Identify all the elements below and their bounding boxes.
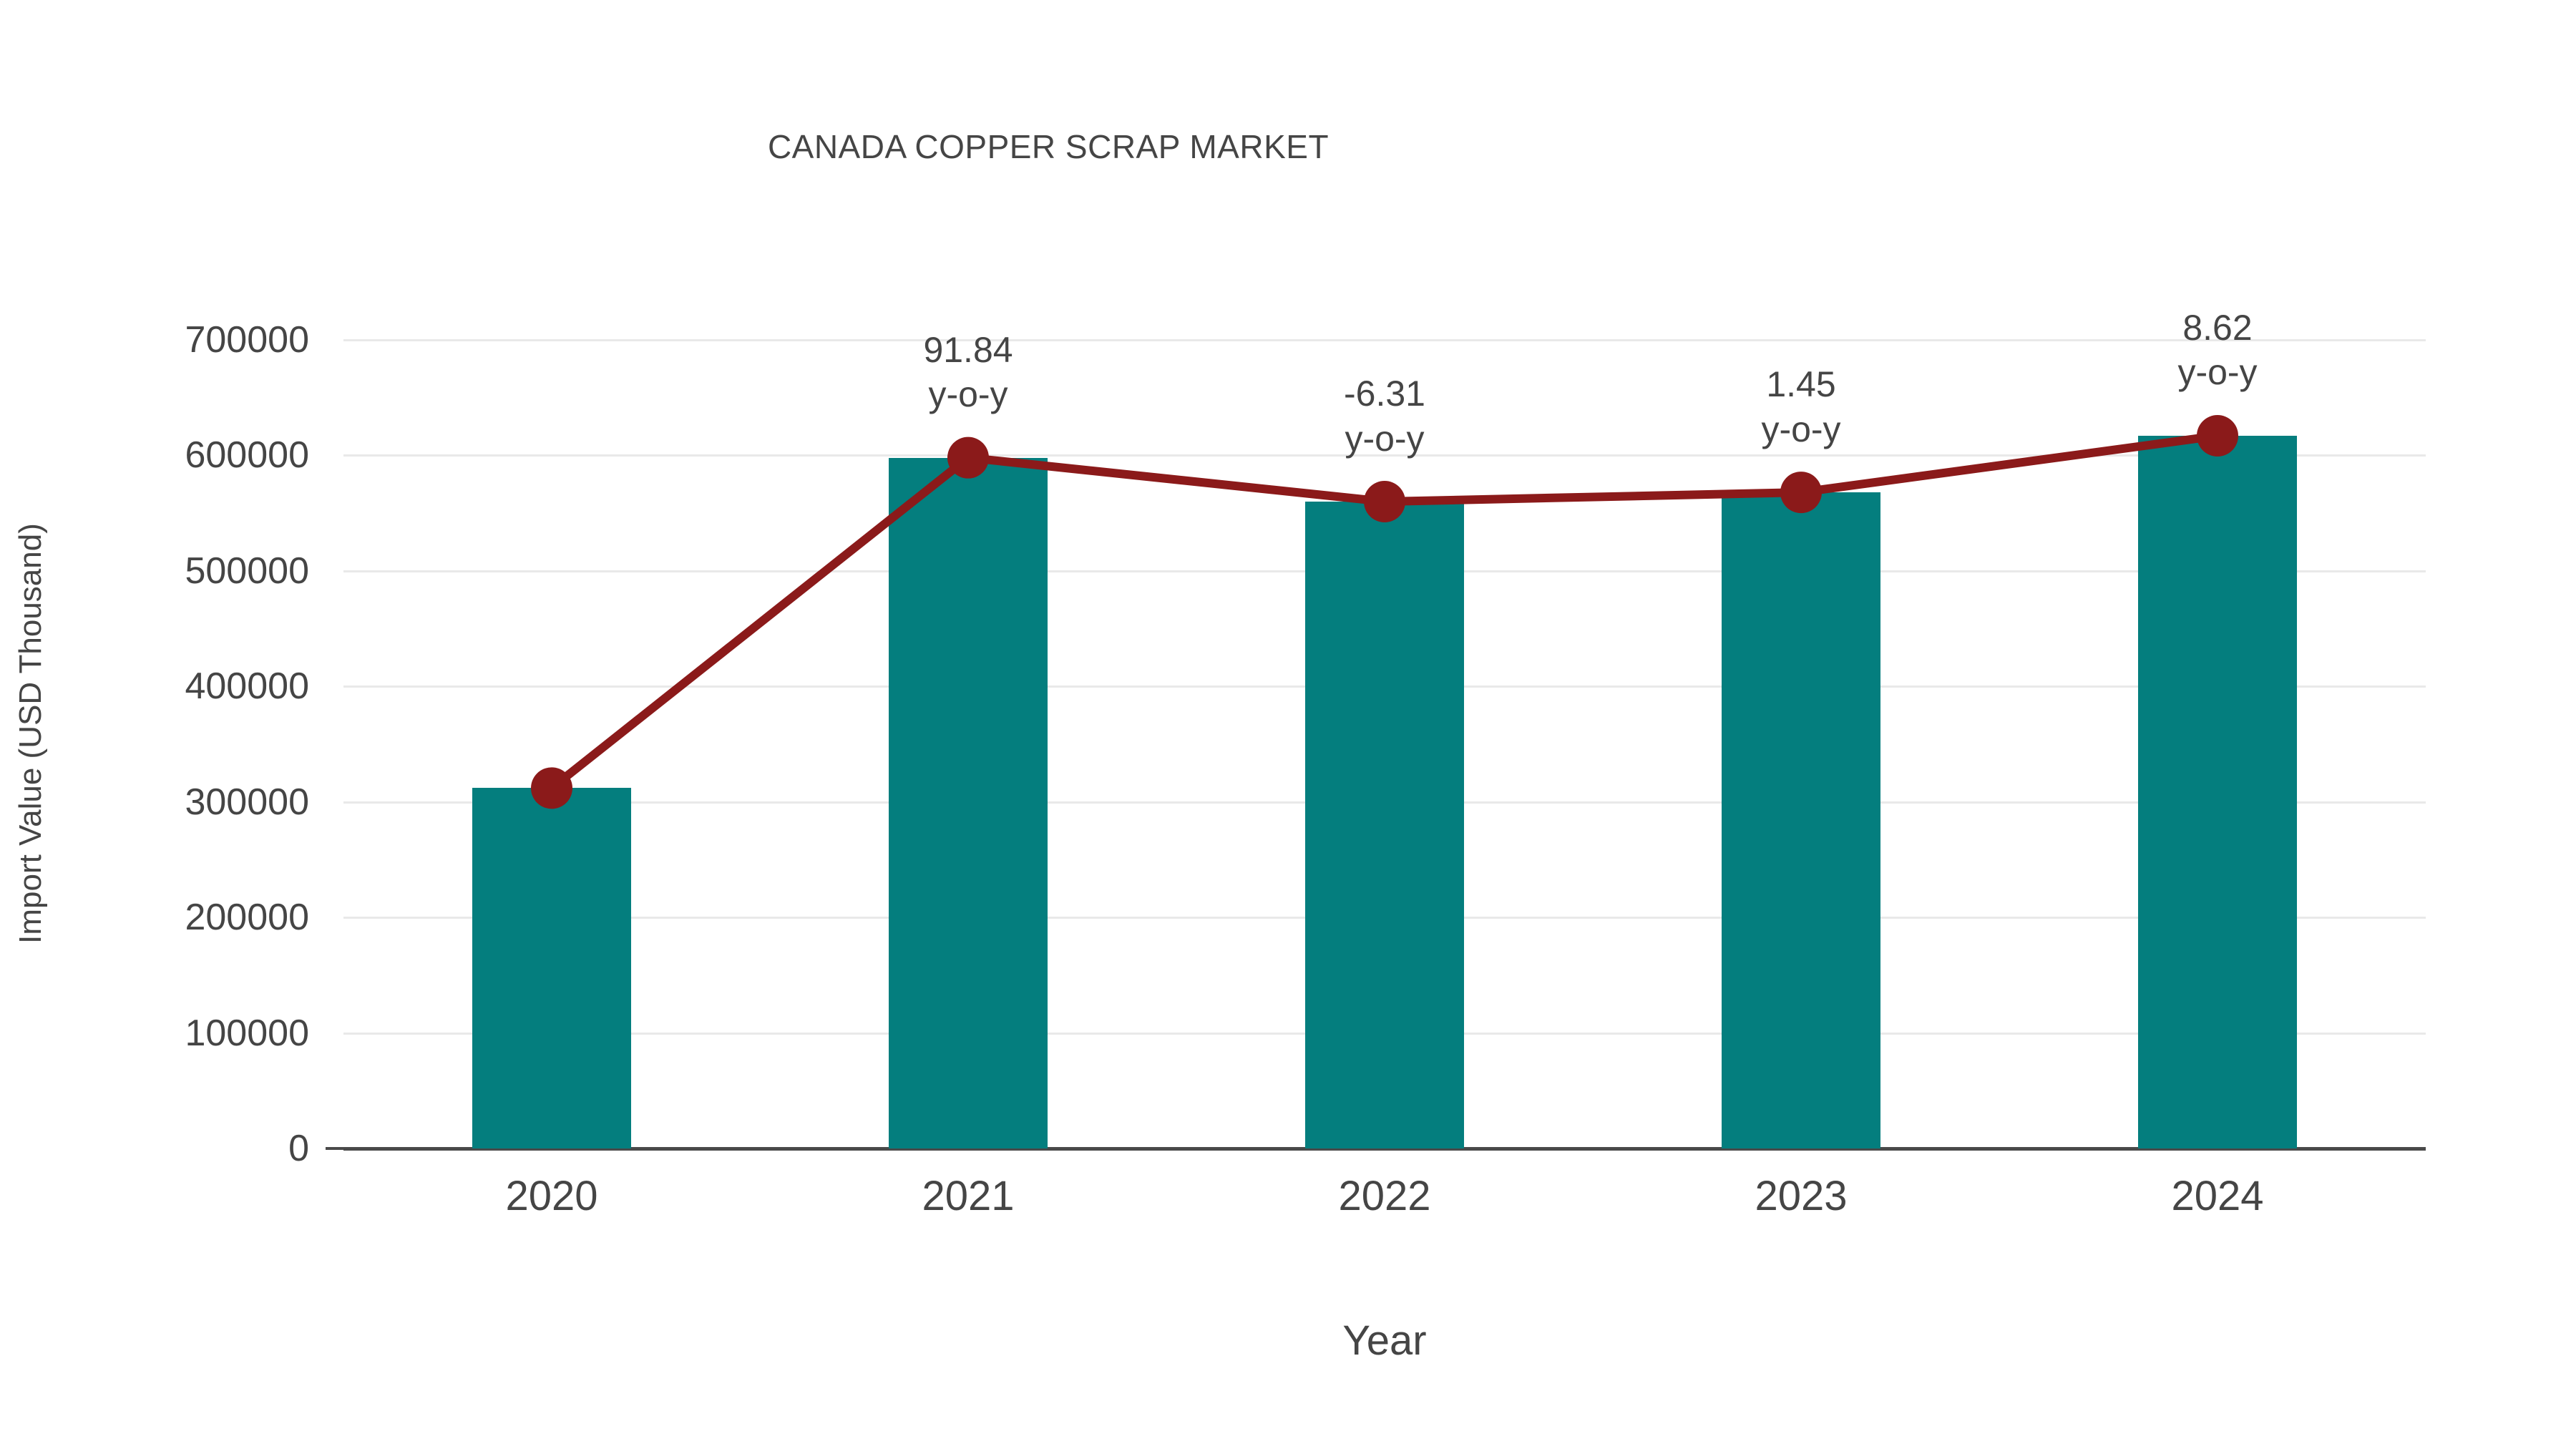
bar[interactable] <box>1721 492 1881 1148</box>
x-axis-tick-label[interactable]: 2024 <box>2171 1173 2264 1219</box>
y-axis-tick-label: 500000 <box>185 550 309 592</box>
x-axis-tick-label[interactable]: 2022 <box>1338 1173 1431 1219</box>
gridline <box>343 339 2426 341</box>
bar-data-label-unit: y-o-y <box>2177 352 2258 393</box>
bar-data-label-value: 1.45 <box>1766 364 1836 405</box>
y-axis-tick-label: 600000 <box>185 434 309 477</box>
bar-data-label-unit: y-o-y <box>1345 418 1425 459</box>
bar-data-label-value: 91.84 <box>923 329 1013 370</box>
bar-data-label-unit: y-o-y <box>1761 409 1841 449</box>
x-axis-tick-label[interactable]: 2023 <box>1755 1173 1848 1219</box>
bar[interactable] <box>2137 435 2298 1148</box>
bar-data-label-unit: y-o-y <box>928 374 1008 415</box>
x-axis-tick-label[interactable]: 2020 <box>505 1173 598 1219</box>
y-axis-tick-label: 300000 <box>185 781 309 823</box>
y-axis-tick-label: 100000 <box>185 1012 309 1054</box>
x-axis-title: Year <box>1342 1317 1427 1364</box>
y-axis-tick-label: 700000 <box>185 319 309 361</box>
bar[interactable] <box>888 457 1048 1148</box>
bar-data-label: 1.45 y-o-y <box>1593 362 2009 452</box>
x-axis-line-stub <box>326 1147 347 1150</box>
chart-title: CANADA COPPER SCRAP MARKET <box>0 127 2576 166</box>
bar-data-label-value: 8.62 <box>2182 307 2253 348</box>
x-axis-line <box>343 1147 2426 1151</box>
bar[interactable] <box>472 788 632 1148</box>
bar-data-label: 91.84 y-o-y <box>760 328 1176 417</box>
bar[interactable] <box>1304 502 1465 1148</box>
y-axis-tick-label: 0 <box>288 1128 309 1169</box>
bar-data-label-value: -6.31 <box>1344 374 1425 414</box>
y-axis-tick-label: 400000 <box>185 665 309 708</box>
bar-data-label: 8.62 y-o-y <box>2009 306 2426 395</box>
bar-data-label: -6.31 y-o-y <box>1176 371 1593 461</box>
chart-title-text: CANADA COPPER SCRAP MARKET <box>767 128 1330 165</box>
y-axis-tick-label: 200000 <box>185 897 309 939</box>
x-axis-tick-label[interactable]: 2021 <box>922 1173 1015 1219</box>
